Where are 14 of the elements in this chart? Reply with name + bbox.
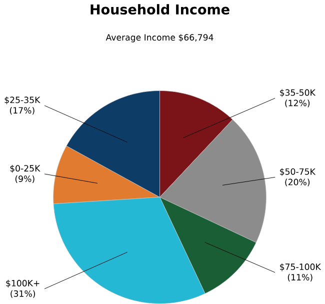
data-label: (17%) [10,107,34,115]
slice-label: $0-25K [10,164,40,173]
data-label: (31%) [10,290,36,298]
slice-label: $35-50K [280,89,316,98]
slice-label: $25-35K [4,96,40,104]
data-label: (20%) [285,178,310,186]
data-label: (11%) [288,274,312,282]
data-label: (12%) [285,100,310,108]
slice-label: $50-75K [280,168,316,176]
data-label: (9%) [15,175,34,184]
chart-title: Household Income [90,4,230,15]
chart-subtitle: Average Income $66,794 [106,34,214,42]
slice-label: $100K+ [6,280,40,288]
slice-label: $75-100K [280,263,322,272]
